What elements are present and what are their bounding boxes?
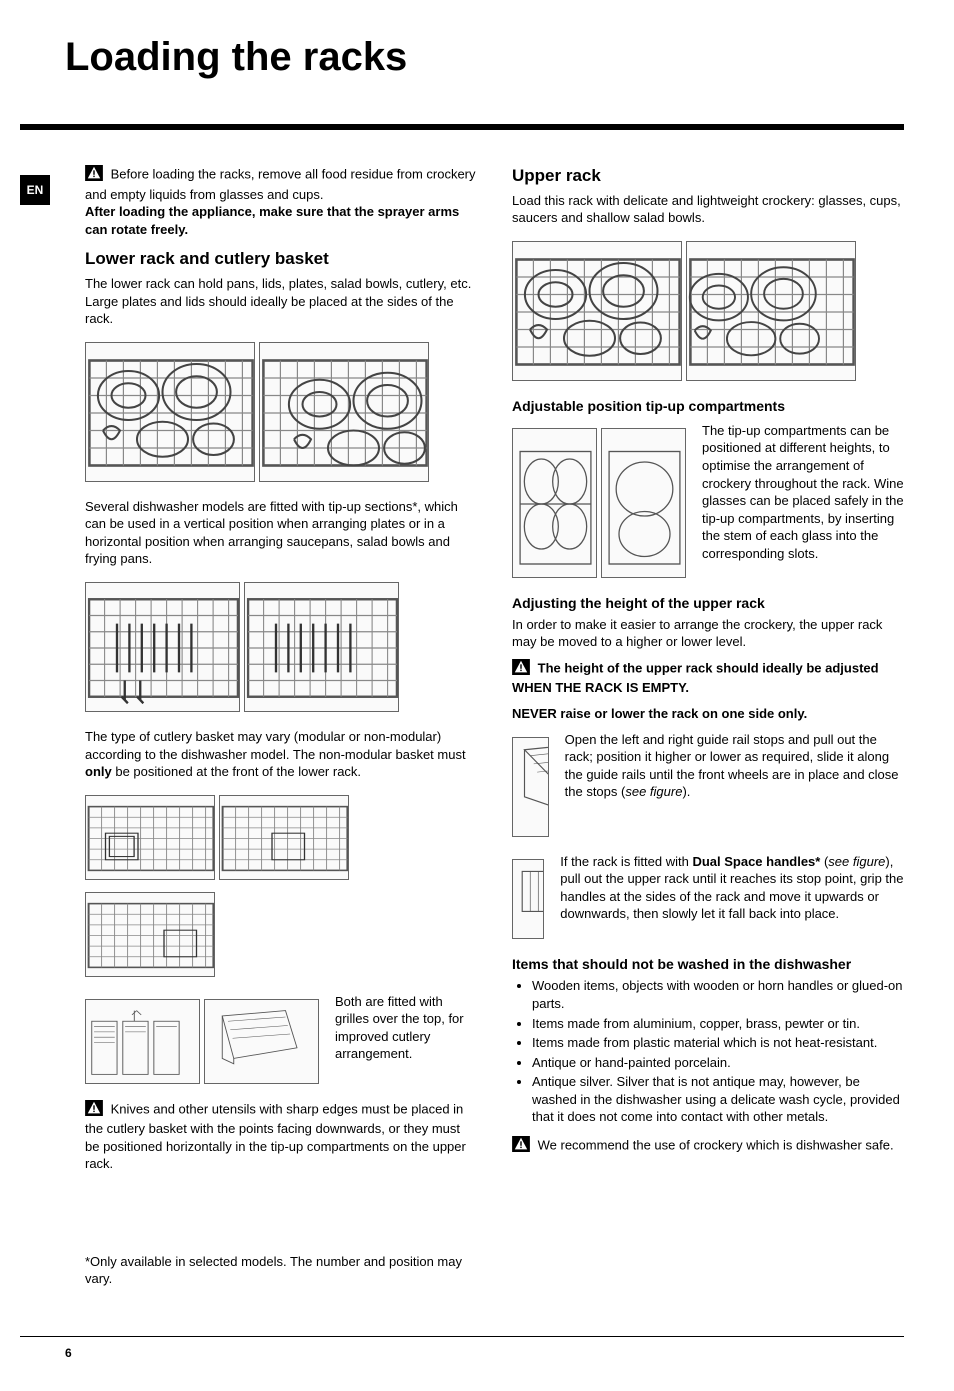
dual-text: If the rack is fitted with Dual Space ha… (560, 853, 904, 923)
adj-comp-row: The tip-up compartments can be positione… (512, 422, 904, 584)
heading-lower-rack: Lower rack and cutlery basket (85, 248, 477, 271)
list-item: Items made from plastic material which i… (532, 1034, 904, 1052)
figure-tipup-2 (244, 582, 399, 712)
intro-text-2: After loading the appliance, make sure t… (85, 204, 459, 237)
tipup-description: Several dishwasher models are fitted wit… (85, 498, 477, 568)
heading-adj-compartments: Adjustable position tip-up compartments (512, 397, 904, 416)
list-item: Antique or hand-painted porcelain. (532, 1054, 904, 1072)
height-warning-text: The height of the upper rack should idea… (512, 661, 879, 696)
recommend: We recommend the use of crockery which i… (512, 1136, 904, 1157)
guide-row: Open the left and right guide rail stops… (512, 731, 904, 843)
figure-adj-2 (601, 428, 686, 578)
list-item: Antique silver. Silver that is not antiq… (532, 1073, 904, 1126)
footnote: *Only available in selected models. The … (85, 1253, 477, 1288)
content: EN Before loading the racks, remove all … (20, 165, 904, 1296)
cutlery-text-b: be positioned at the front of the lower … (112, 764, 361, 779)
figure-upper-rack-row (512, 235, 904, 387)
cutlery-only: only (85, 764, 112, 779)
figure-cutlery-1 (85, 999, 200, 1084)
guide-a: Open the left and right guide rail stops… (565, 732, 899, 800)
never-text: NEVER raise or lower the rack on one sid… (512, 705, 904, 723)
title-rule (20, 124, 904, 130)
heading-adj-height: Adjusting the height of the upper rack (512, 594, 904, 613)
adj-height-description: In order to make it easier to arrange th… (512, 616, 904, 651)
guide-text: Open the left and right guide rail stops… (565, 731, 904, 801)
intro-text-1: Before loading the racks, remove all foo… (85, 167, 476, 202)
upper-rack-description: Load this rack with delicate and lightwe… (512, 192, 904, 227)
cutlery-description: The type of cutlery basket may vary (mod… (85, 728, 477, 781)
warning-icon (85, 165, 103, 186)
grilles-text: Both are fitted with grilles over the to… (335, 993, 477, 1063)
left-column: Before loading the racks, remove all foo… (85, 165, 477, 1296)
figure-rack-2 (219, 795, 349, 880)
lower-rack-description: The lower rack can hold pans, lids, plat… (85, 275, 477, 328)
warning-icon (512, 1136, 530, 1157)
footer-rule (20, 1336, 904, 1337)
figure-guide (512, 737, 549, 837)
knives-text: Knives and other utensils with sharp edg… (85, 1101, 466, 1171)
figure-rack-1 (85, 795, 215, 880)
figure-rack-positions (85, 789, 477, 983)
right-column: Upper rack Load this rack with delicate … (512, 165, 904, 1296)
heading-upper-rack: Upper rack (512, 165, 904, 188)
not-wash-list: Wooden items, objects with wooden or hor… (512, 977, 904, 1125)
figure-tipup-row (85, 576, 477, 718)
figure-cutlery-2 (204, 999, 319, 1084)
figure-tipup-1 (85, 582, 240, 712)
page-number: 6 (65, 1345, 904, 1361)
see-figure-2: see figure (828, 854, 885, 869)
recommend-text: We recommend the use of crockery which i… (538, 1138, 894, 1153)
list-item: Wooden items, objects with wooden or hor… (532, 977, 904, 1012)
figure-upper-1 (512, 241, 682, 381)
lang-code: EN (20, 175, 50, 205)
guide-b: ). (682, 784, 690, 799)
warning-icon (512, 659, 530, 680)
heading-not-wash: Items that should not be washed in the d… (512, 955, 904, 974)
warning-icon (85, 1100, 103, 1121)
height-warning: The height of the upper rack should idea… (512, 659, 904, 697)
figure-lower-2 (259, 342, 429, 482)
figure-adj-1 (512, 428, 597, 578)
cutlery-baskets-row: Both are fitted with grilles over the to… (85, 993, 477, 1090)
dual-bold: Dual Space handles* (692, 854, 820, 869)
figure-lower-1 (85, 342, 255, 482)
figure-lower-rack-loaded (85, 336, 477, 488)
cutlery-text-a: The type of cutlery basket may vary (mod… (85, 729, 466, 762)
dual-space-row: If the rack is fitted with Dual Space ha… (512, 853, 904, 945)
list-item: Items made from aluminium, copper, brass… (532, 1015, 904, 1033)
figure-rack-3 (85, 892, 215, 977)
see-figure-1: see figure (625, 784, 682, 799)
intro-warning: Before loading the racks, remove all foo… (85, 165, 477, 238)
dual-a: If the rack is fitted with (560, 854, 692, 869)
page-title: Loading the racks (65, 30, 904, 84)
knives-warning: Knives and other utensils with sharp edg… (85, 1100, 477, 1173)
lang-tab: EN (20, 165, 50, 1296)
adj-comp-text: The tip-up compartments can be positione… (702, 422, 904, 562)
figure-upper-2 (686, 241, 856, 381)
figure-dual (512, 859, 544, 939)
